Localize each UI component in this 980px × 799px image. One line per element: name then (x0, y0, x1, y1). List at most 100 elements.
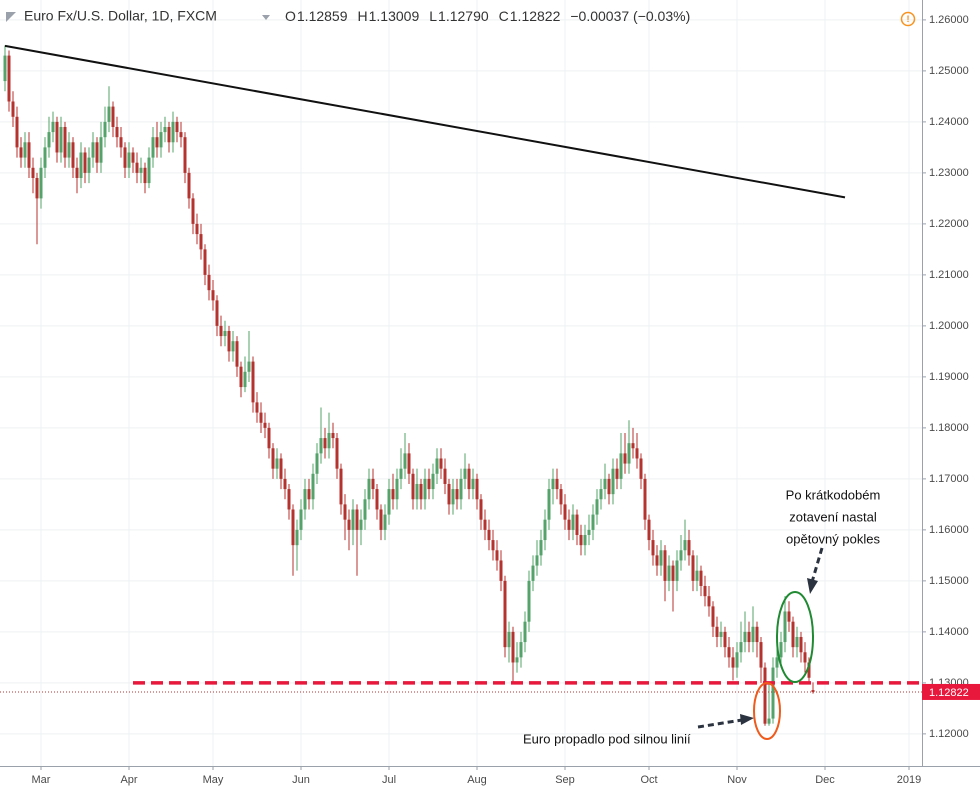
candle-body (155, 137, 159, 148)
arrow-head (740, 714, 754, 725)
candle-body (107, 106, 111, 122)
candle-body (235, 341, 239, 367)
candle-body (735, 652, 739, 668)
candle-body (287, 489, 291, 510)
candle-body (447, 483, 451, 505)
candle-body (423, 478, 427, 500)
candle-body (707, 596, 711, 607)
y-tick-label: 1.16000 (929, 524, 969, 536)
arrow-head (807, 578, 818, 594)
collapse-icon[interactable] (6, 12, 16, 22)
highlight-ellipse (776, 591, 814, 683)
candle-body (35, 177, 39, 199)
candle-body (611, 468, 615, 495)
candle-body (399, 468, 403, 479)
candle-body (15, 116, 19, 148)
candle-body (331, 432, 335, 439)
candle-body (711, 606, 715, 627)
candle-body (719, 631, 723, 637)
candle-body (619, 453, 623, 479)
candle-body (355, 509, 359, 530)
candle-body (251, 361, 255, 403)
candle-body (47, 132, 51, 148)
candle-body (543, 519, 547, 541)
y-tick-label: 1.21000 (929, 269, 969, 281)
candle-body (95, 142, 99, 163)
candle-body (147, 157, 151, 184)
candle-body (627, 443, 631, 464)
candle-body (539, 540, 543, 556)
candle-body (271, 448, 275, 469)
candle-body (675, 560, 679, 581)
ohlc-value: 1.13009 (369, 8, 420, 24)
candle-body (531, 565, 535, 581)
candle-body (323, 438, 327, 449)
candle-body (243, 371, 247, 388)
candle-body (419, 483, 423, 500)
candle-body (119, 137, 123, 148)
candle-body (291, 509, 295, 546)
candle-body (371, 478, 375, 490)
x-tick-label: Oct (640, 774, 657, 786)
candle-body (515, 657, 519, 663)
candle-body (259, 412, 263, 423)
candle-body (139, 167, 143, 173)
candle-body (519, 642, 523, 658)
candle-body (407, 453, 411, 474)
candle-body (495, 550, 499, 561)
candle-body (11, 101, 15, 117)
y-tick-label: 1.23000 (929, 167, 969, 179)
dropdown-icon[interactable] (262, 15, 270, 20)
y-tick-label: 1.18000 (929, 422, 969, 434)
candle-body (283, 478, 287, 490)
candle-body (111, 106, 115, 127)
candle-body (159, 132, 163, 148)
candle-body (179, 132, 183, 138)
candle-body (499, 560, 503, 581)
candle-body (751, 626, 755, 643)
overlay (0, 44, 922, 693)
candle-body (595, 499, 599, 515)
candle-body (187, 172, 191, 199)
candle-body (451, 489, 455, 505)
candle-body (683, 540, 687, 551)
annotations: Po krátkodobém zotavení nastal opětovný po… (523, 487, 880, 746)
candle-body (435, 458, 439, 474)
candle-body (651, 540, 655, 556)
candle-body (87, 157, 91, 173)
candle-body (351, 509, 355, 530)
candle-body (131, 152, 135, 163)
candle-body (3, 55, 7, 82)
candle-body (695, 570, 699, 581)
chart-title: Euro Fx/U.S. Dollar, 1D, FXCM (24, 8, 217, 24)
ohlc-key: L (429, 8, 437, 24)
candle-body (55, 121, 59, 153)
candle-body (527, 580, 531, 622)
candle-body (551, 478, 555, 490)
candle-body (359, 519, 363, 530)
candle-body (123, 147, 127, 168)
candle-body (731, 657, 735, 668)
candle-body (175, 121, 179, 133)
y-tick-label: 1.15000 (929, 575, 969, 587)
candle-body (195, 223, 199, 235)
candle-body (755, 626, 759, 643)
candle-body (411, 473, 415, 500)
candle-body (31, 167, 35, 178)
ohlc-legend: O1.12859 H1.13009 L1.12790 C1.12822 −0.00037… (285, 8, 690, 24)
candle-body (555, 478, 559, 490)
candle-body (559, 489, 563, 505)
candle-body (771, 667, 775, 719)
candle-body (19, 147, 23, 158)
candle-body (99, 137, 103, 163)
y-tick-label: 1.19000 (929, 371, 969, 383)
candle-body (151, 137, 155, 158)
candle-body (507, 631, 511, 648)
candle-body (347, 519, 351, 530)
candle-body (639, 458, 643, 479)
candle-body (567, 519, 571, 530)
alert-icon[interactable] (900, 11, 916, 27)
candle-body (267, 427, 271, 449)
candle-body (655, 555, 659, 566)
